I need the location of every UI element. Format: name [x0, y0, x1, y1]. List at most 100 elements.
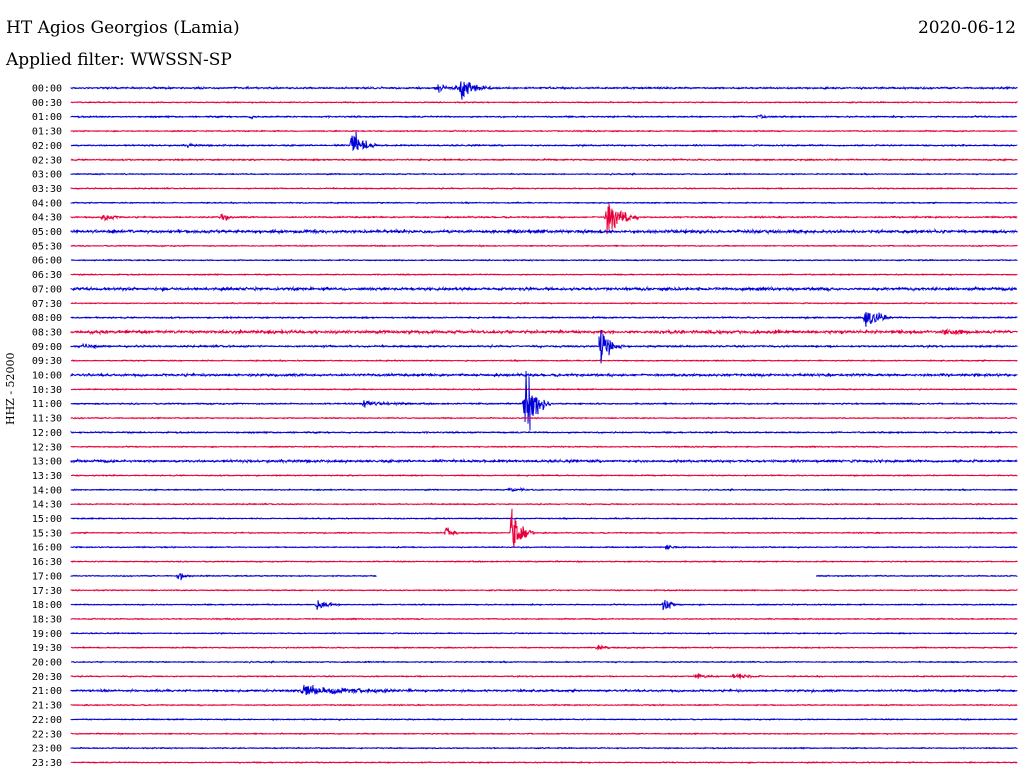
trace-line — [70, 717, 1018, 722]
time-label: 12:30 — [32, 442, 62, 453]
trace-line — [70, 573, 1018, 581]
trace-line — [70, 599, 1018, 611]
time-label: 08:30 — [32, 327, 62, 338]
trace-line — [70, 760, 1018, 765]
trace-line — [70, 272, 1018, 277]
time-label: 13:00 — [32, 457, 62, 468]
trace-line — [70, 157, 1018, 162]
trace-line — [70, 370, 1018, 431]
time-label: 19:30 — [32, 643, 62, 654]
time-label: 05:00 — [32, 227, 62, 238]
trace-line — [70, 203, 1018, 235]
trace-line — [70, 631, 1018, 636]
trace-line — [70, 131, 1018, 152]
time-label: 18:30 — [32, 614, 62, 625]
time-label: 07:30 — [32, 299, 62, 310]
trace-line — [70, 329, 1018, 364]
trace-line — [70, 508, 1018, 547]
time-label: 00:30 — [32, 98, 62, 109]
time-label: 03:30 — [32, 184, 62, 195]
time-label: 23:30 — [32, 758, 62, 769]
trace-line — [70, 684, 1018, 696]
plot-date: 2020-06-12 — [917, 18, 1016, 38]
time-label: 10:30 — [32, 385, 62, 396]
trace-line — [70, 100, 1018, 105]
trace-line — [70, 502, 1018, 507]
time-label: 01:30 — [32, 127, 62, 138]
time-label: 22:30 — [32, 729, 62, 740]
time-label: 17:00 — [32, 571, 62, 582]
time-label: 20:00 — [32, 658, 62, 669]
trace-layer — [70, 81, 1018, 765]
trace-line — [70, 186, 1018, 191]
time-label: 11:30 — [32, 414, 62, 425]
trace-line — [70, 243, 1018, 248]
time-label: 06:00 — [32, 256, 62, 267]
trace-line — [70, 258, 1018, 263]
time-label-layer: 00:00 00:30 01:00 01:30 02:00 02:30 03:00 03:30… — [32, 84, 62, 769]
time-label: 22:00 — [32, 715, 62, 726]
trace-line — [70, 644, 1018, 651]
time-label: 14:30 — [32, 500, 62, 511]
time-label: 04:30 — [32, 213, 62, 224]
station-title: HT Agios Georgios (Lamia) — [6, 18, 240, 38]
time-label: 14:00 — [32, 485, 62, 496]
time-label: 04:00 — [32, 198, 62, 209]
trace-line — [70, 457, 1018, 465]
trace-line — [70, 372, 1018, 379]
trace-line — [70, 559, 1018, 564]
time-label: 02:30 — [32, 155, 62, 166]
time-label: 23:00 — [32, 744, 62, 755]
time-label: 15:30 — [32, 528, 62, 539]
time-label: 16:30 — [32, 557, 62, 568]
trace-line — [70, 301, 1018, 306]
time-label: 19:00 — [32, 629, 62, 640]
time-label: 01:00 — [32, 112, 62, 123]
trace-line — [70, 81, 1018, 100]
time-label: 21:00 — [32, 686, 62, 697]
trace-line — [70, 113, 1018, 120]
trace-line — [70, 746, 1018, 750]
filter-label: Applied filter: WWSSN-SP — [6, 50, 232, 70]
time-label: 21:30 — [32, 701, 62, 712]
time-label: 12:00 — [32, 428, 62, 439]
trace-line — [70, 672, 1018, 680]
trace-line — [70, 285, 1018, 293]
time-label: 20:30 — [32, 672, 62, 683]
trace-line — [70, 358, 1018, 363]
time-label: 09:00 — [32, 342, 62, 353]
time-label: 07:00 — [32, 284, 62, 295]
time-label: 09:30 — [32, 356, 62, 367]
trace-line — [70, 172, 1018, 177]
time-label: 05:30 — [32, 241, 62, 252]
trace-line — [70, 617, 1018, 621]
trace-line — [70, 416, 1018, 420]
trace-line — [70, 588, 1018, 593]
time-label: 13:30 — [32, 471, 62, 482]
trace-line — [70, 544, 1018, 551]
trace-line — [70, 129, 1018, 133]
trace-line — [70, 430, 1018, 435]
time-label: 10:00 — [32, 371, 62, 382]
trace-line — [70, 445, 1018, 449]
trace-line — [70, 703, 1018, 707]
time-label: 06:30 — [32, 270, 62, 281]
trace-line — [71, 660, 1018, 664]
trace-line — [70, 731, 1018, 736]
time-label: 02:00 — [32, 141, 62, 152]
time-label: 18:00 — [32, 600, 62, 611]
time-label: 16:00 — [32, 543, 62, 554]
time-label: 11:00 — [32, 399, 62, 410]
trace-line — [70, 311, 1018, 327]
trace-line — [70, 486, 1018, 493]
time-label: 17:30 — [32, 586, 62, 597]
trace-line — [70, 227, 1018, 236]
trace-line — [71, 473, 1018, 478]
time-label: 00:00 — [32, 84, 62, 95]
time-label: 08:00 — [32, 313, 62, 324]
trace-line — [70, 387, 1018, 392]
time-label: 03:00 — [32, 170, 62, 181]
trace-line — [70, 328, 1018, 336]
trace-line — [70, 516, 1018, 521]
